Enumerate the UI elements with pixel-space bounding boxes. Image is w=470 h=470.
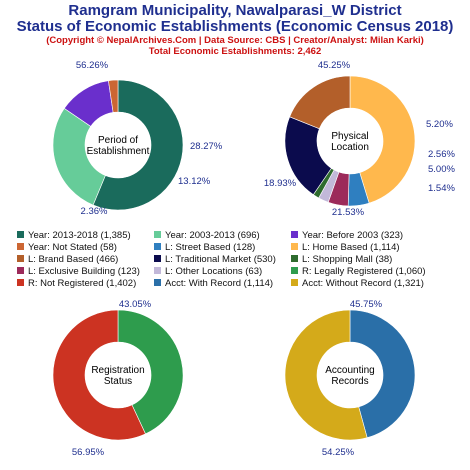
- legend-swatch: [17, 266, 24, 274]
- donut-center-label: Registration: [91, 365, 144, 376]
- legend-swatch: [291, 254, 298, 262]
- slice-pct-label: 2.36%: [81, 206, 108, 217]
- legend-item: L: Traditional Market (530): [154, 254, 276, 265]
- legend-label: L: Traditional Market (530): [165, 254, 276, 265]
- legend-label: Acct: With Record (1,114): [165, 278, 274, 289]
- legend-item: L: Street Based (128): [154, 242, 255, 253]
- legend-item: R: Not Registered (1,402): [17, 278, 136, 289]
- legend-label: Year: Before 2003 (323): [302, 230, 404, 241]
- slice-year-2013-2018: [92, 79, 184, 211]
- donut-hole: [85, 112, 151, 178]
- legend-swatch: [17, 254, 24, 262]
- slice-pct-label: 56.26%: [76, 60, 109, 71]
- slice-pct-label: 13.12%: [178, 176, 211, 187]
- slice-pct-label: 2.56%: [428, 149, 455, 160]
- legend-swatch: [154, 254, 161, 262]
- legend-item: Year: Before 2003 (323): [291, 230, 403, 241]
- donut-center-label: Location: [331, 142, 369, 153]
- legend-item: Acct: Without Record (1,321): [291, 278, 424, 289]
- legend-item: L: Other Locations (63): [154, 266, 262, 277]
- legend-label: Year: Not Stated (58): [28, 242, 117, 253]
- legend-label: L: Exclusive Building (123): [28, 266, 140, 277]
- slice-pct-label: 21.53%: [332, 207, 365, 218]
- legend-item: Year: Not Stated (58): [17, 242, 117, 253]
- legend-swatch: [17, 242, 24, 250]
- donut-hole: [317, 342, 383, 408]
- donut-center-label: Physical: [331, 131, 368, 142]
- legend-item: L: Brand Based (466): [17, 254, 118, 265]
- donut-hole: [85, 342, 151, 408]
- slice-pct-label: 54.25%: [322, 447, 355, 458]
- legend-label: L: Other Locations (63): [165, 266, 263, 277]
- donut-center-label: Period of: [98, 135, 138, 146]
- slice-pct-label: 43.05%: [119, 299, 152, 310]
- donut-center-label: Accounting: [325, 365, 374, 376]
- slice-pct-label: 45.75%: [350, 299, 383, 310]
- slice-l-home-based: [349, 75, 416, 204]
- legend-swatch: [291, 278, 298, 286]
- chart-title: Ramgram Municipality, Nawalparasi_W Dist…: [68, 2, 402, 19]
- legend-label: L: Brand Based (466): [28, 254, 119, 265]
- legend-swatch: [154, 278, 161, 286]
- slice-pct-label: 28.27%: [190, 141, 223, 152]
- legend-swatch: [17, 278, 24, 286]
- legend-label: L: Street Based (128): [165, 242, 256, 253]
- chart-subtitle: Status of Economic Establishments (Econo…: [16, 18, 454, 35]
- slice-pct-label: 5.00%: [428, 164, 455, 175]
- legend-swatch: [154, 242, 161, 250]
- legend-label: Year: 2013-2018 (1,385): [28, 230, 131, 241]
- legend-item: Year: 2013-2018 (1,385): [17, 230, 131, 241]
- slice-pct-label: 5.20%: [426, 119, 453, 130]
- legend-item: Year: 2003-2013 (696): [154, 230, 260, 241]
- legend-label: R: Not Registered (1,402): [28, 278, 137, 289]
- donut-hole: [317, 108, 383, 174]
- slice-pct-label: 18.93%: [264, 178, 297, 189]
- legend-item: R: Legally Registered (1,060): [291, 266, 426, 277]
- legend-label: L: Shopping Mall (38): [302, 254, 393, 265]
- total-establishments: Total Economic Establishments: 2,462: [148, 46, 322, 57]
- legend-swatch: [291, 266, 298, 274]
- legend-swatch: [17, 230, 24, 238]
- slice-pct-label: 56.95%: [72, 447, 105, 458]
- slice-pct-label: 45.25%: [318, 60, 351, 71]
- legend-item: L: Shopping Mall (38): [291, 254, 392, 265]
- legend-swatch: [154, 266, 161, 274]
- donut-center-label: Records: [331, 376, 368, 387]
- legend-item: L: Home Based (1,114): [291, 242, 400, 253]
- legend-item: L: Exclusive Building (123): [17, 266, 140, 277]
- legend-item: Acct: With Record (1,114): [154, 278, 273, 289]
- header: Ramgram Municipality, Nawalparasi_W Dist…: [0, 2, 470, 58]
- legend-label: Year: 2003-2013 (696): [165, 230, 260, 241]
- legend-label: L: Home Based (1,114): [302, 242, 400, 253]
- donut-chart-2: 45.25% 5.20% 5.00% 2.56% 1.54% 21.53% 18.93% Ph…: [264, 60, 456, 218]
- donut-chart-1: 56.26% 28.27% 13.12% 2.36% Period ofEstablis…: [52, 60, 223, 217]
- slice-pct-label: 1.54%: [428, 183, 455, 194]
- copyright-note: (Copyright © NepalArchives.Com | Data So…: [46, 35, 424, 46]
- legend-swatch: [291, 242, 298, 250]
- donut-center-label: Establishment: [87, 146, 150, 157]
- legend-swatch: [291, 230, 298, 238]
- legend-swatch: [154, 230, 161, 238]
- legend-label: R: Legally Registered (1,060): [302, 266, 426, 277]
- donut-center-label: Status: [104, 376, 132, 387]
- legend-label: Acct: Without Record (1,321): [302, 278, 424, 289]
